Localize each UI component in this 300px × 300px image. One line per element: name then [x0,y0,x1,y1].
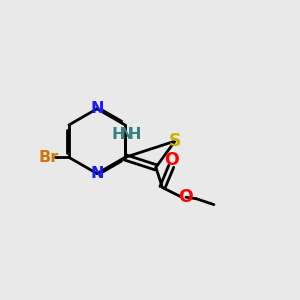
Text: O: O [164,152,178,169]
Text: H: H [128,127,141,142]
Text: N: N [120,127,133,142]
Text: O: O [178,188,193,206]
Text: S: S [169,132,181,150]
Text: Br: Br [38,150,58,165]
Text: N: N [90,101,104,116]
Text: H: H [112,127,125,142]
Text: N: N [90,166,104,181]
